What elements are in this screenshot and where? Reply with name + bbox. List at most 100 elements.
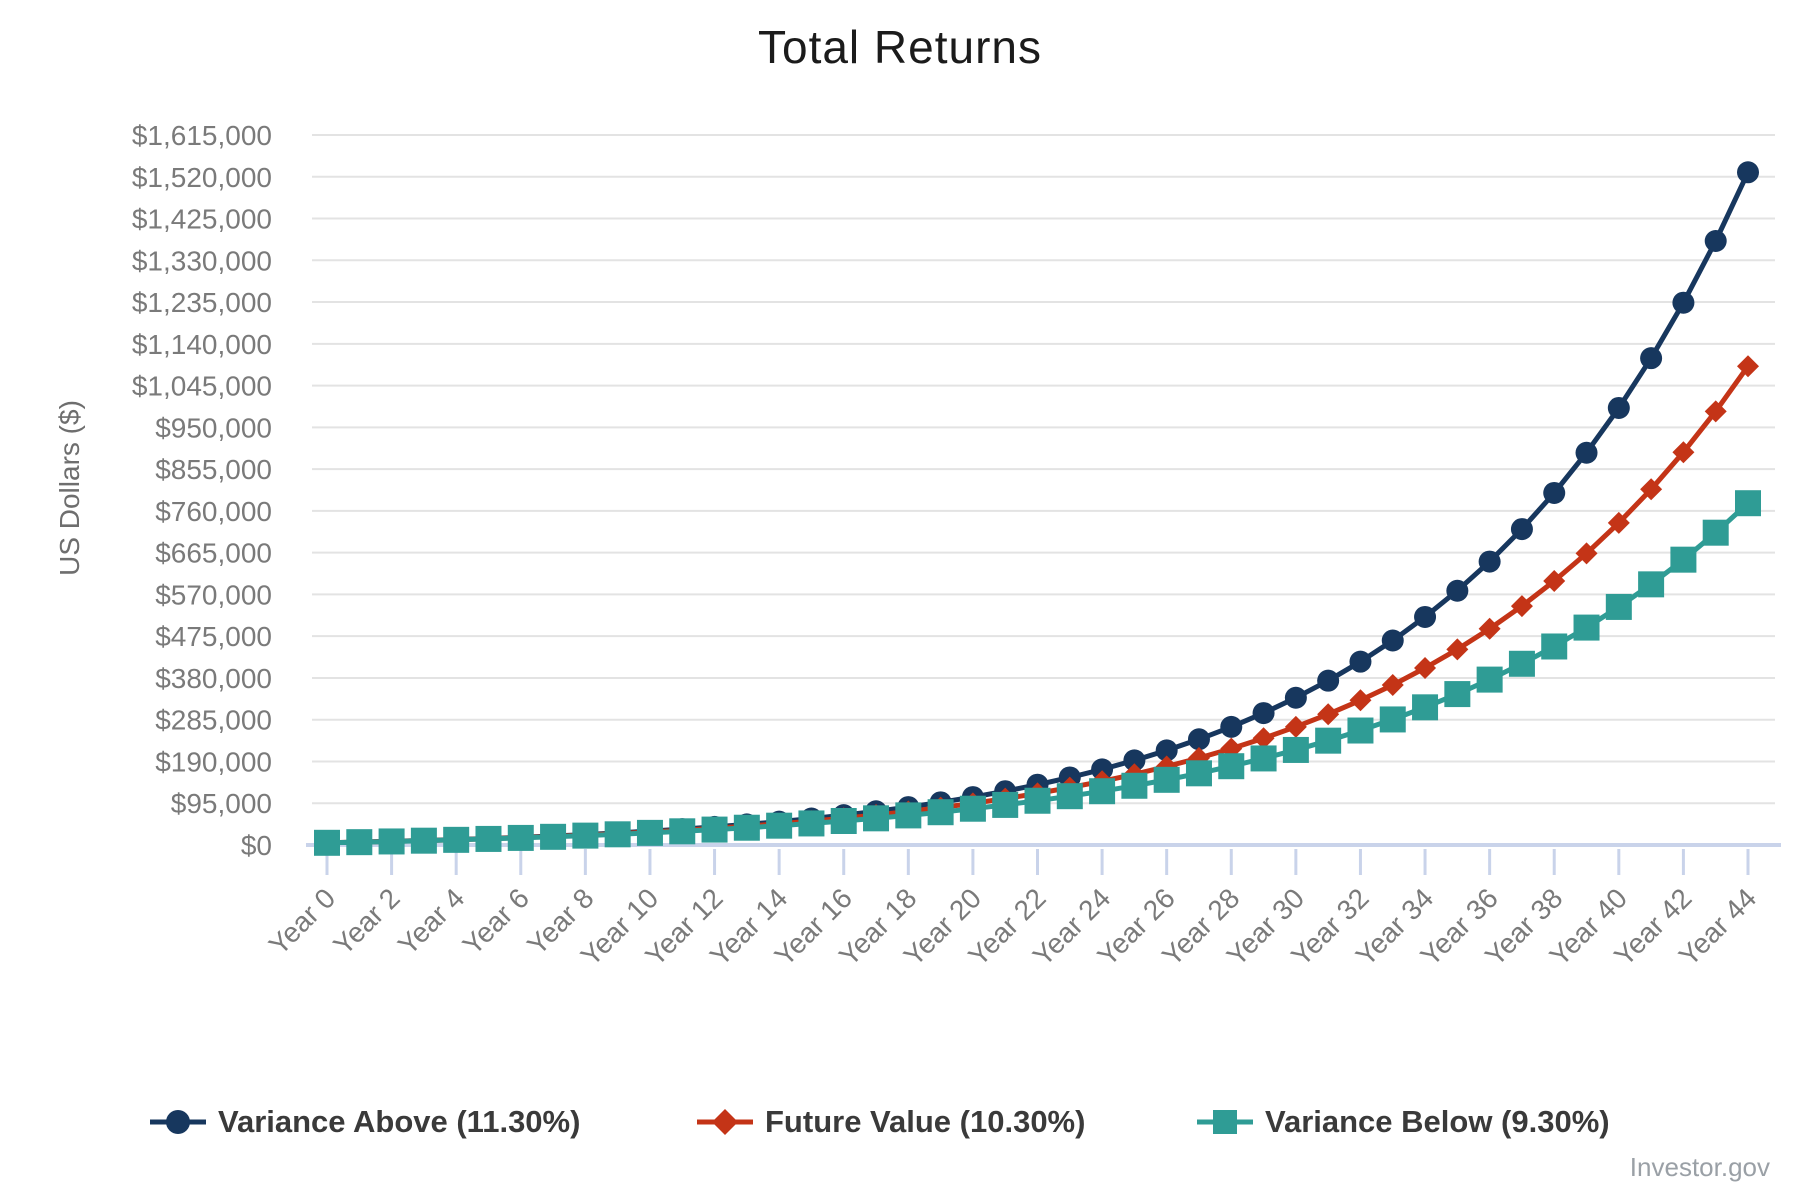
watermark-investor-gov: Investor.gov: [1629, 1152, 1770, 1182]
legend-item-variance-above: Variance Above (11.30%): [148, 1096, 580, 1148]
y-tick-label: $1,615,000: [132, 120, 272, 151]
series-marker-circle: [1187, 728, 1210, 751]
diamond-marker-icon: [697, 1109, 753, 1135]
y-tick-label: $1,425,000: [132, 204, 272, 235]
series-marker-circle: [1284, 686, 1307, 709]
chart-title: Total Returns: [757, 21, 1042, 73]
series-marker-circle: [1704, 229, 1727, 252]
legend-item-future-value: Future Value (10.30%): [695, 1096, 1085, 1148]
series-marker-diamond: [1478, 617, 1501, 640]
y-tick-label: $570,000: [155, 579, 272, 610]
square-marker-icon: [1197, 1110, 1253, 1134]
series-marker-square: [1541, 633, 1568, 660]
legend-label-variance-below: Variance Below (9.30%): [1265, 1104, 1610, 1139]
series-marker-circle: [1478, 550, 1501, 573]
series-marker-square: [1121, 772, 1148, 799]
y-tick-label: $475,000: [155, 621, 272, 652]
series-marker-square: [733, 814, 760, 841]
y-tick-label: $0: [241, 830, 272, 861]
series-marker-square: [410, 827, 437, 854]
series-marker-circle: [1672, 291, 1695, 314]
series-marker-square: [701, 816, 728, 843]
series-marker-square: [378, 828, 405, 855]
series-marker-square: [1702, 519, 1729, 546]
series-marker-square: [1476, 666, 1503, 693]
series-line-1: [326, 364, 1751, 846]
series-marker-square: [1379, 706, 1406, 733]
chart-legend: Variance Above (11.30%) Future Value (10…: [0, 1096, 1800, 1148]
y-tick-label: $380,000: [155, 663, 272, 694]
series-marker-square: [1185, 760, 1212, 787]
series-marker-circle: [1607, 396, 1630, 419]
series-marker-square: [540, 823, 567, 850]
series-marker-square: [766, 812, 793, 839]
series-marker-square: [1282, 736, 1309, 763]
series-marker-circle: [1155, 739, 1178, 762]
series-marker-circle: [1640, 347, 1663, 370]
legend-item-variance-below: Variance Below (9.30%): [1195, 1096, 1610, 1148]
y-tick-label: $1,520,000: [132, 162, 272, 193]
series-marker-square: [959, 795, 986, 822]
series-marker-diamond: [1543, 570, 1566, 593]
series-marker-square: [1638, 571, 1665, 598]
series-marker-square: [798, 810, 825, 837]
series-marker-square: [895, 802, 922, 829]
series-marker-square: [669, 818, 696, 845]
series-marker-square: [346, 829, 373, 856]
series-marker-square: [1444, 681, 1471, 708]
series-marker-diamond: [1381, 673, 1404, 696]
series-marker-circle: [1091, 758, 1114, 781]
returns-line-chart: $0 $95,000 $190,000 $285,000 $380,000 $475,00…: [132, 120, 1781, 972]
series-marker-square: [1412, 694, 1439, 721]
series-marker-diamond: [1704, 400, 1727, 423]
y-tick-label: $1,235,000: [132, 287, 272, 318]
circle-marker-icon: [150, 1110, 206, 1134]
y-tick-label: $1,140,000: [132, 329, 272, 360]
series-marker-square: [1573, 614, 1600, 641]
series-marker-circle: [1510, 518, 1533, 541]
series-marker-diamond: [1446, 638, 1469, 661]
series-marker-square: [507, 824, 534, 851]
series-marker-square: [1153, 766, 1180, 793]
y-tick-label: $1,330,000: [132, 245, 272, 276]
y-tick-label: $855,000: [155, 454, 272, 485]
series-marker-circle: [1123, 749, 1146, 772]
series-marker-circle: [1543, 481, 1566, 504]
series-line-0: [326, 171, 1751, 846]
series-marker-circle: [1220, 715, 1243, 738]
series-marker-square: [992, 791, 1019, 818]
series-marker-diamond: [1640, 478, 1663, 501]
series-marker-diamond: [1349, 689, 1372, 712]
x-tick-label: Year 4: [392, 882, 470, 960]
series-marker-square: [1508, 650, 1535, 677]
series-marker-square: [443, 826, 470, 853]
series-marker-diamond: [1284, 715, 1307, 738]
series-marker-square: [1347, 717, 1374, 744]
y-tick-label: $95,000: [171, 788, 272, 819]
series-marker-diamond: [1510, 595, 1533, 618]
series-marker-square: [1250, 745, 1277, 772]
series-marker-circle: [1317, 669, 1340, 692]
series-marker-square: [572, 822, 599, 849]
x-tick-label: Year 6: [457, 882, 535, 960]
y-tick-label: $285,000: [155, 705, 272, 736]
y-tick-label: $665,000: [155, 538, 272, 569]
series-marker-square: [1218, 753, 1245, 780]
series-marker-square: [1089, 778, 1116, 805]
series-marker-square: [314, 829, 340, 856]
series-marker-square: [636, 819, 663, 846]
x-tick-label: Year 0: [263, 882, 341, 960]
series-marker-circle: [1414, 605, 1437, 628]
series-marker-square: [475, 825, 502, 852]
y-tick-label: $190,000: [155, 746, 272, 777]
series-marker-square: [1056, 783, 1083, 810]
series-marker-circle: [1446, 579, 1469, 602]
series-marker-square: [1670, 546, 1697, 573]
series-marker-square: [1735, 490, 1761, 517]
x-tick-label: Year 2: [327, 882, 405, 960]
series-marker-square: [1605, 593, 1632, 620]
series-marker-diamond: [1607, 511, 1630, 534]
series-marker-diamond: [1414, 657, 1437, 680]
series-marker-diamond: [1737, 355, 1759, 378]
